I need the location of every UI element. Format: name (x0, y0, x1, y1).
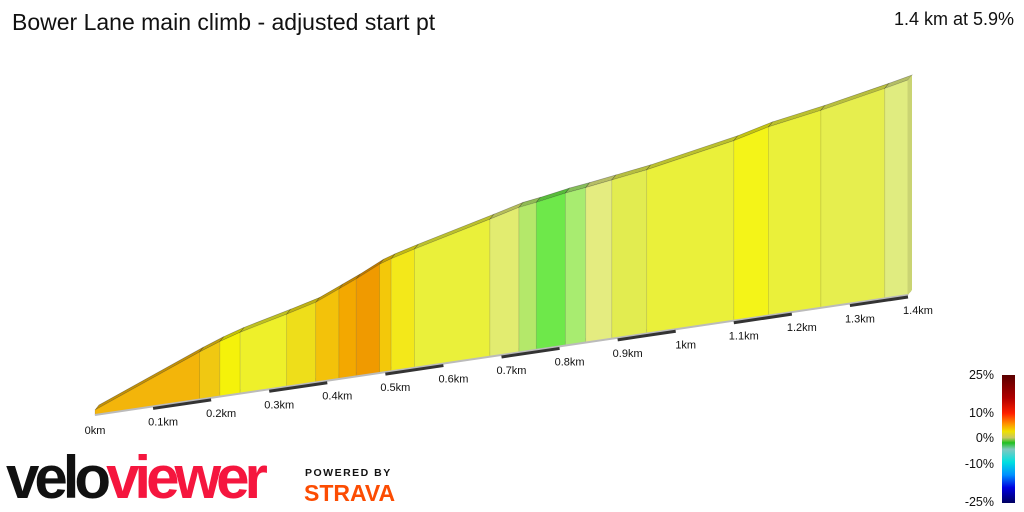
end-face (908, 75, 912, 295)
baseline (94, 294, 909, 416)
km-tick-bar-1 (152, 398, 212, 410)
x-tick-label-0.4km: 0.4km (322, 391, 352, 403)
segment-face-18 (733, 126, 770, 322)
km-tick-bar-7 (501, 346, 560, 359)
km-tick-bar-3 (268, 381, 328, 393)
segment-face-15 (585, 179, 613, 344)
x-tick-label-1.3km: 1.3km (845, 314, 875, 326)
climb-summary: 1.4 km at 5.9% (893, 9, 1014, 29)
segment-face-11 (489, 206, 520, 358)
x-tick-label-0.1km: 0.1km (148, 416, 178, 428)
powered-by-label: POWERED BY (305, 467, 392, 479)
segment-face-9 (390, 248, 415, 372)
x-tick-label-1km: 1km (675, 339, 696, 351)
segment-face-16 (611, 169, 648, 340)
km-tick-bar-9 (617, 329, 676, 342)
x-tick-label-0.8km: 0.8km (555, 356, 585, 368)
chart-title: Bower Lane main climb - adjusted start p… (12, 9, 436, 35)
km-tick-bar-11 (733, 312, 793, 325)
strava-logo: STRAVA (304, 480, 396, 506)
segment-face-8 (379, 258, 392, 374)
x-tick-label-0.6km: 0.6km (438, 374, 468, 386)
segment-face-17 (646, 140, 735, 335)
x-tick-label-0.9km: 0.9km (613, 348, 643, 360)
segment-face-4 (286, 301, 317, 388)
x-tick-label-0.3km: 0.3km (264, 399, 294, 411)
km-tick-bar-13 (849, 295, 909, 308)
x-tick-label-0.7km: 0.7km (497, 365, 527, 377)
x-tick-label-1.1km: 1.1km (729, 331, 759, 343)
segment-face-7 (355, 263, 380, 377)
segment-face-19 (768, 109, 822, 317)
segment-face-13 (535, 192, 566, 351)
x-tick-label-0.2km: 0.2km (206, 408, 236, 420)
segment-face-2 (219, 331, 241, 398)
segment-face-6 (338, 278, 357, 380)
legend-label-0: 0% (975, 431, 994, 445)
legend-label-minus25: -25% (964, 495, 994, 509)
segment-face-14 (564, 187, 587, 347)
legend-label-10: 10% (968, 406, 994, 420)
legend-label-minus10: -10% (964, 457, 994, 471)
segment-face-0 (94, 351, 200, 416)
legend-label-25: 25% (968, 368, 994, 382)
x-tick-label-1.4km: 1.4km (903, 305, 933, 317)
segment-face-1 (199, 340, 221, 401)
x-tick-label-0km: 0km (85, 425, 106, 437)
segment-face-12 (518, 201, 537, 353)
veloviewer-logo: veloviewer (6, 444, 268, 511)
km-tick-bar-5 (385, 364, 444, 376)
x-tick-label-1.2km: 1.2km (787, 322, 817, 334)
x-tick-label-0.5km: 0.5km (380, 382, 410, 394)
segment-face-5 (315, 288, 340, 383)
segment-face-21 (884, 79, 909, 299)
segment-face-20 (820, 87, 886, 309)
gradient-legend-bar (1002, 375, 1015, 503)
